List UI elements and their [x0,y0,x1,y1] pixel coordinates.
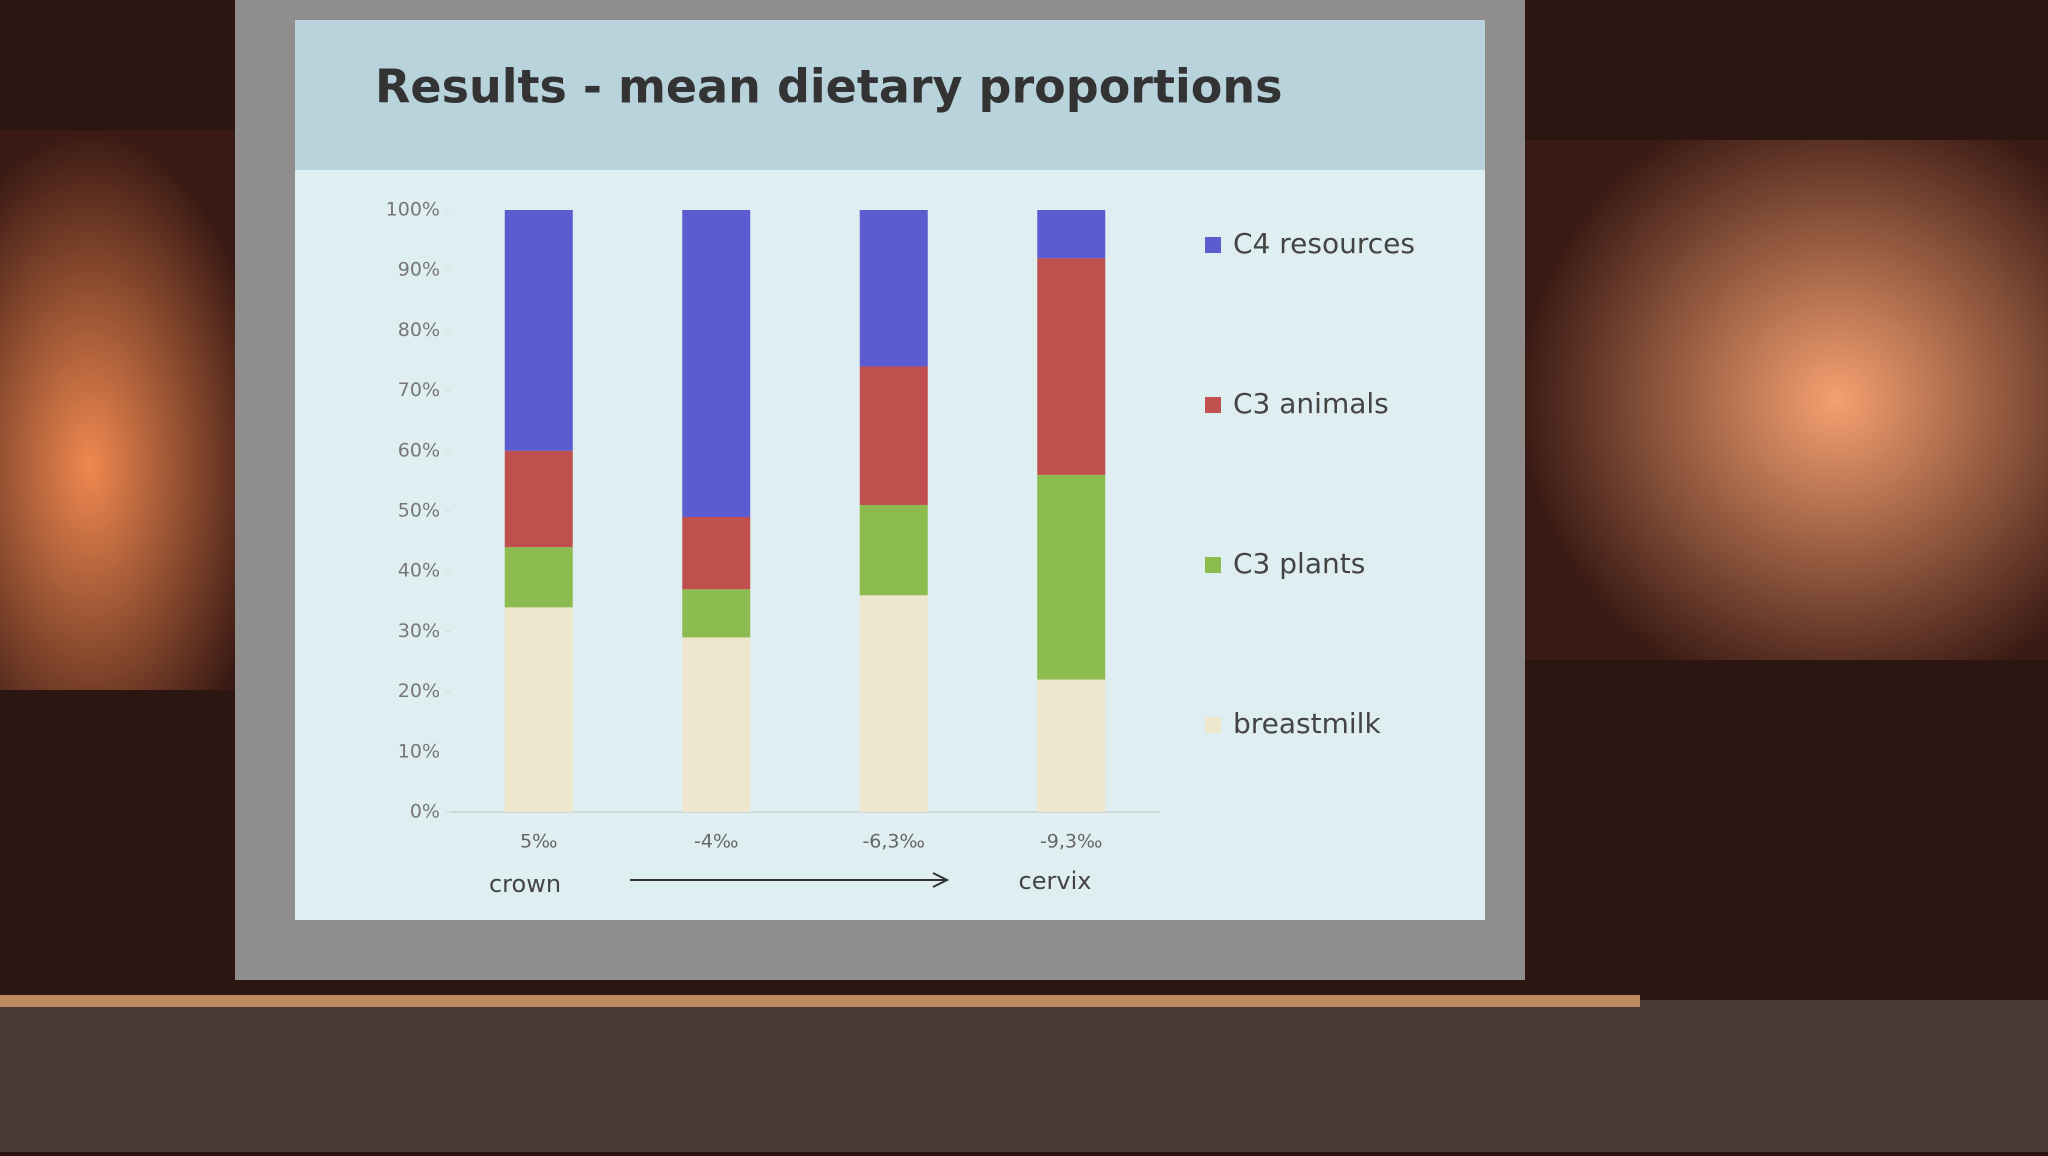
y-tick-label: 0% [410,801,440,823]
y-tick-label: 30% [398,620,440,642]
legend-label: C3 animals [1233,387,1389,420]
bar-segment [1037,474,1106,680]
annotation: crown [489,870,561,898]
right-arch [1520,140,2048,660]
x-tick-label: -6,3‰ [862,831,925,853]
legend-swatch [1205,397,1221,413]
bar-segment [859,210,928,367]
y-tick-label: 60% [398,439,440,461]
chart-title: Results - mean dietary proportions [375,60,1282,114]
bar-segment [504,547,573,608]
legend-swatch [1205,717,1221,733]
arrow-head [932,872,950,888]
y-tick-label: 50% [398,500,440,522]
table-edge [0,995,1640,1007]
y-tick-label: 70% [398,379,440,401]
bar-segment [682,637,751,812]
y-tick-label: 40% [398,560,440,582]
legend-swatch [1205,237,1221,253]
bar-segment [1037,210,1106,259]
y-tick-label: 100% [386,199,440,221]
legend-label: C4 resources [1233,227,1415,260]
y-tick-label: 90% [398,259,440,281]
y-tick-label: 10% [398,740,440,762]
table [0,1000,2048,1152]
slide-header [295,20,1485,170]
bar-segment [504,607,573,812]
bar-segment [859,595,928,812]
bar-segment [682,210,751,518]
bar-segment [504,450,573,548]
bar-segment [682,589,751,638]
y-tick-label: 80% [398,319,440,341]
y-tick-label: 20% [398,680,440,702]
bar-segment [1037,679,1106,812]
bar-segment [504,210,573,451]
x-tick-label: 5‰ [520,831,558,853]
bar-segment [1037,258,1106,475]
legend-label: breastmilk [1233,707,1381,740]
x-tick-label: -4‰ [694,831,738,853]
bar-segment [682,517,751,590]
annotation: cervix [1019,867,1092,895]
x-tick-label: -9,3‰ [1040,831,1103,853]
legend-label: C3 plants [1233,547,1365,580]
bar-segment [859,366,928,505]
legend-swatch [1205,557,1221,573]
bar-segment [859,504,928,596]
